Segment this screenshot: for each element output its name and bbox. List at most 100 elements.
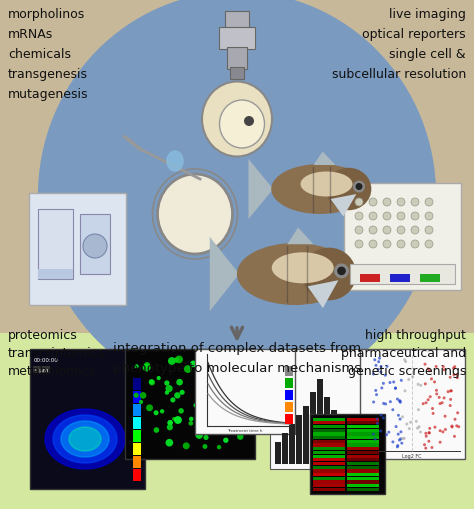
Circle shape	[438, 441, 442, 444]
Bar	[347, 488, 379, 491]
Circle shape	[441, 431, 445, 434]
Circle shape	[219, 361, 223, 366]
Circle shape	[376, 368, 380, 371]
Circle shape	[427, 367, 429, 371]
Bar	[420, 274, 440, 282]
Bar	[310, 414, 385, 494]
Bar	[310, 392, 316, 464]
Bar	[324, 397, 330, 464]
Circle shape	[202, 372, 208, 378]
Polygon shape	[313, 152, 336, 165]
Text: metabolomics: metabolomics	[8, 364, 96, 377]
Circle shape	[394, 387, 397, 390]
Circle shape	[425, 213, 433, 220]
Bar	[38, 269, 73, 279]
Circle shape	[174, 416, 182, 424]
Circle shape	[167, 425, 173, 431]
Circle shape	[392, 408, 394, 411]
Circle shape	[134, 393, 139, 398]
Circle shape	[369, 213, 377, 220]
Bar	[230, 68, 244, 80]
Bar	[347, 447, 379, 450]
Circle shape	[419, 431, 422, 434]
Circle shape	[206, 363, 211, 369]
Circle shape	[372, 401, 375, 404]
Circle shape	[447, 390, 450, 393]
Bar	[227, 48, 247, 70]
Circle shape	[189, 421, 193, 426]
Bar	[347, 436, 379, 439]
Circle shape	[172, 417, 176, 421]
Circle shape	[217, 372, 222, 378]
Circle shape	[394, 387, 397, 390]
Circle shape	[193, 403, 198, 408]
Bar	[313, 440, 345, 443]
Circle shape	[435, 392, 438, 395]
Circle shape	[146, 405, 153, 411]
Bar	[347, 418, 379, 421]
Circle shape	[334, 264, 349, 279]
Circle shape	[385, 365, 389, 368]
Bar	[347, 433, 379, 436]
Bar	[313, 462, 345, 465]
Circle shape	[164, 381, 170, 386]
Circle shape	[409, 421, 412, 424]
Circle shape	[377, 360, 380, 363]
Polygon shape	[330, 194, 356, 217]
Circle shape	[423, 443, 426, 446]
Bar	[133, 430, 141, 442]
Circle shape	[411, 376, 414, 379]
Circle shape	[378, 357, 381, 360]
Bar	[225, 12, 249, 30]
Circle shape	[154, 428, 159, 433]
Bar	[133, 404, 141, 416]
Circle shape	[230, 392, 237, 398]
Bar	[347, 473, 379, 476]
Text: mRNAs: mRNAs	[8, 28, 53, 41]
Circle shape	[140, 392, 146, 399]
Text: optical reporters: optical reporters	[363, 28, 466, 41]
Circle shape	[432, 412, 435, 415]
Circle shape	[180, 390, 185, 395]
Circle shape	[449, 404, 452, 407]
Bar	[313, 455, 345, 458]
Circle shape	[389, 381, 392, 384]
Circle shape	[397, 227, 405, 235]
Circle shape	[443, 369, 446, 372]
Circle shape	[380, 387, 383, 390]
Circle shape	[233, 366, 240, 374]
Circle shape	[435, 365, 438, 368]
Text: 1 µm: 1 µm	[34, 367, 48, 372]
Circle shape	[202, 369, 208, 375]
Circle shape	[149, 380, 155, 386]
Bar	[313, 451, 345, 454]
Bar	[285, 390, 293, 400]
Bar	[347, 425, 379, 428]
Circle shape	[450, 425, 454, 428]
Circle shape	[355, 199, 363, 207]
Circle shape	[411, 199, 419, 207]
Circle shape	[419, 384, 422, 387]
Circle shape	[372, 433, 375, 436]
Circle shape	[418, 426, 420, 429]
Circle shape	[399, 400, 401, 403]
Circle shape	[400, 431, 402, 434]
Bar	[390, 274, 410, 282]
Circle shape	[425, 402, 428, 405]
Circle shape	[427, 399, 429, 402]
Circle shape	[387, 431, 390, 434]
Circle shape	[400, 379, 403, 382]
Text: high throughput: high throughput	[365, 328, 466, 342]
Text: pharmaceutical and: pharmaceutical and	[341, 346, 466, 359]
Circle shape	[236, 370, 242, 376]
Circle shape	[144, 362, 150, 369]
Bar	[350, 265, 455, 285]
Circle shape	[229, 428, 236, 434]
Circle shape	[399, 401, 402, 404]
Circle shape	[178, 408, 184, 414]
Circle shape	[444, 428, 447, 431]
Bar	[347, 451, 379, 454]
Bar	[347, 469, 379, 472]
Circle shape	[353, 181, 365, 193]
Circle shape	[428, 432, 431, 435]
